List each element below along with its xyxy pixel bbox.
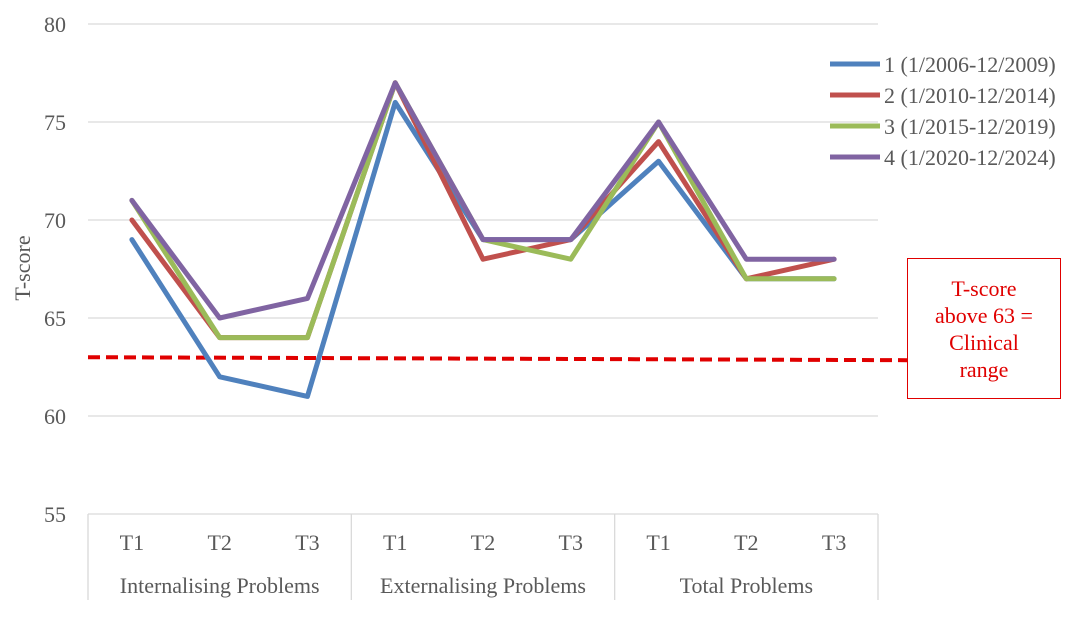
x-tick-label: T2 [471, 530, 495, 555]
y-tick-label: 55 [44, 502, 66, 527]
y-axis-label: T-score [10, 235, 35, 300]
x-tick-label: T1 [120, 530, 144, 555]
series-line [129, 80, 837, 321]
y-tick-label: 65 [44, 306, 66, 331]
x-tick-label: T3 [295, 530, 319, 555]
x-tick-label: T1 [383, 530, 407, 555]
y-tick-label: 60 [44, 404, 66, 429]
annotation-line: above 63 = [935, 302, 1033, 328]
legend-label: 4 (1/2020-12/2024) [884, 145, 1056, 170]
category-axis: T1 T2 T3 T1 T2 T3 T1 T2 T3 Internalising Problems… [87, 513, 879, 600]
annotation-line: T-score [951, 275, 1017, 301]
x-tick-label: T2 [734, 530, 758, 555]
y-tick-label: 80 [44, 12, 66, 37]
clinical-threshold-line [87, 355, 908, 363]
series-layer [129, 80, 837, 399]
y-tick-label: 70 [44, 208, 66, 233]
x-tick-label: T3 [822, 530, 846, 555]
series-line [129, 80, 837, 341]
group-label: Externalising Problems [380, 573, 586, 598]
group-label: Internalising Problems [120, 573, 320, 598]
legend: 1 (1/2006-12/2009) 2 (1/2010-12/2014) 3 (1… [830, 52, 1056, 170]
annotation-line: Clinical [949, 329, 1019, 355]
annotation-line: range [959, 356, 1009, 382]
group-label: Total Problems [680, 573, 814, 598]
series-line [129, 80, 837, 341]
x-tick-label: T1 [646, 530, 670, 555]
legend-label: 3 (1/2015-12/2019) [884, 114, 1056, 139]
reference-line-layer [87, 355, 908, 363]
x-tick-label: T2 [207, 530, 231, 555]
legend-label: 2 (1/2010-12/2014) [884, 83, 1056, 108]
legend-label: 1 (1/2006-12/2009) [884, 52, 1056, 77]
x-tick-label: T3 [559, 530, 583, 555]
clinical-range-annotation: T-score above 63 = Clinical range [907, 258, 1061, 399]
y-tick-label: 75 [44, 110, 66, 135]
